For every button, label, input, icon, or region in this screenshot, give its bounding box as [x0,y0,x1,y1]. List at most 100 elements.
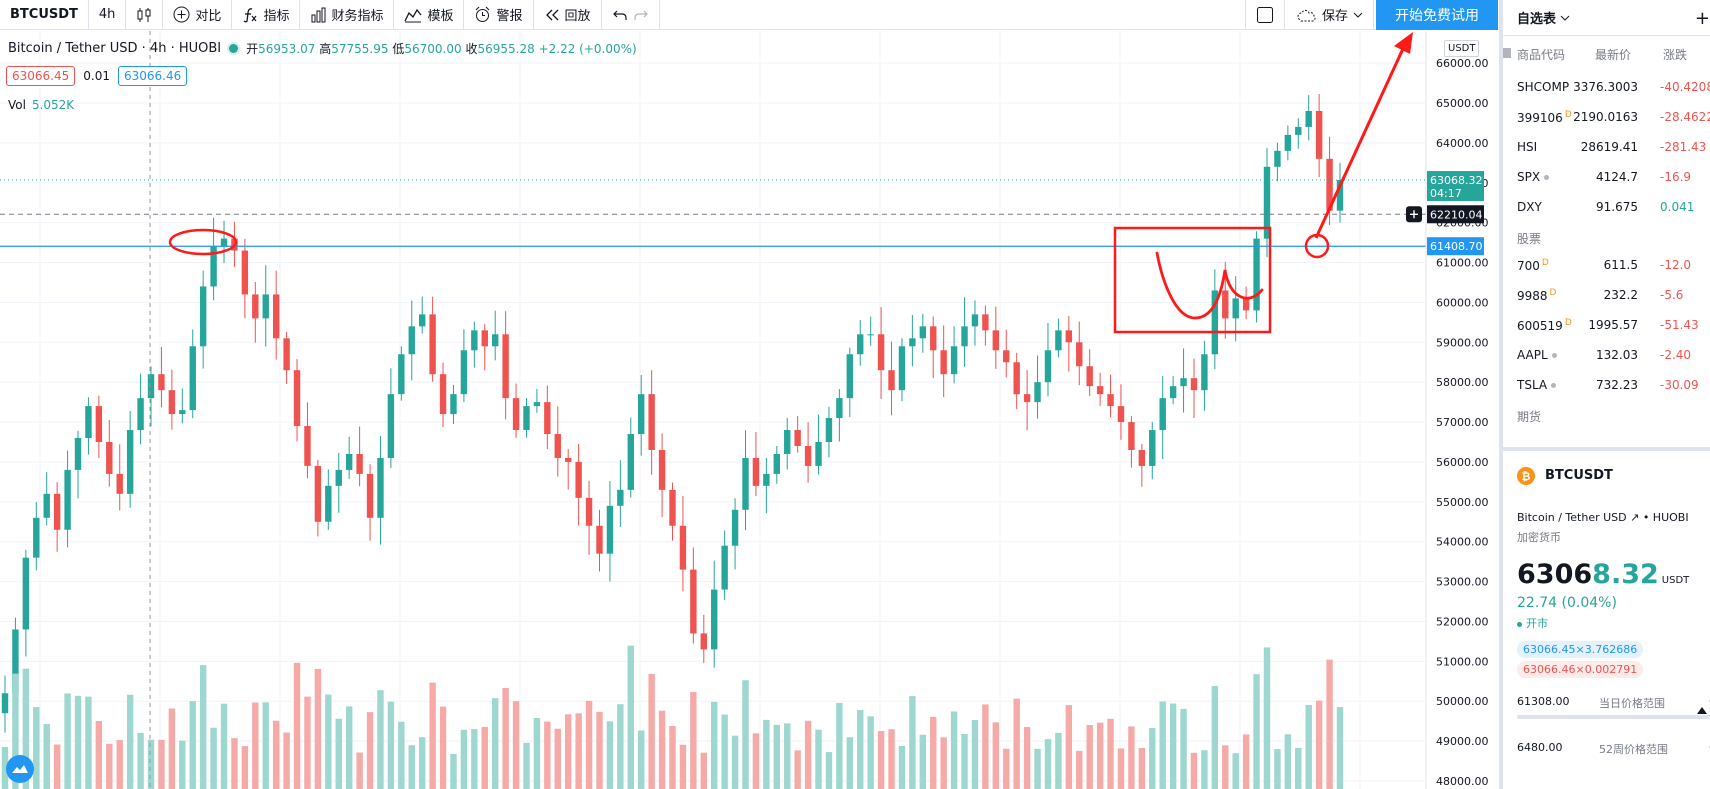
replay-label: 回放 [564,9,591,24]
row-price: 732.23 [1596,378,1638,392]
start-free-trial-button[interactable]: 开始免费试用 [1376,0,1498,30]
year-range-label: 52周价格范围 [1599,743,1668,756]
sell-price-box[interactable]: 63066.45 [6,66,76,86]
bid-ask-boxes: 63066.45 0.01 63066.46 [6,66,188,86]
alert-button[interactable]: 警报 [464,0,534,30]
watchlist-row[interactable]: DXY 91.675 0.041 [1503,192,1710,222]
candle-body [731,509,739,546]
candle-body [1149,430,1156,466]
redo-icon[interactable] [633,8,649,22]
candle-body [690,569,697,634]
ask-size-pill: 63066.46×0.002791 [1517,661,1644,678]
crosshair-price-text: 62210.04 [1430,208,1483,221]
volume-bar [1201,750,1208,789]
bull-candle [126,410,134,508]
candle-body [1222,290,1229,319]
candle-body [1034,382,1041,403]
watchlist-row[interactable]: AAPL 132.03 -2.40 [1503,340,1710,370]
row-change: -16.9 [1660,170,1692,184]
square-layout-icon [1256,6,1273,23]
financials-button[interactable]: 财务指标 [300,0,395,30]
bull-candle [43,472,50,526]
volume-bar [168,708,176,789]
candle-body [95,406,103,442]
bull-candle [773,445,780,484]
templates-button[interactable]: 模板 [394,0,465,30]
bear-candle [877,307,885,399]
bull-candle [1201,340,1208,411]
watchlist-row[interactable]: 9988 D 232.2 -5.6 [1503,280,1710,310]
delayed-badge: D [1541,258,1549,268]
bull-candle [919,313,927,353]
bull-candle [533,388,541,413]
column-last[interactable]: 最新价 [1595,48,1632,62]
currency-badge[interactable]: USDT [1444,40,1480,57]
watchlist-row[interactable]: SPX 4124.7 -16.9 [1503,162,1710,192]
bull-candle [1336,162,1344,223]
candle-body [512,398,520,431]
candle-body [220,238,228,247]
row-change: 0.041 [1660,200,1695,214]
bull-candle [825,406,833,458]
candle-body [1211,290,1219,355]
volume-bar [1190,752,1198,789]
watchlist-row[interactable]: TSLA 732.23 -30.09 [1503,370,1710,400]
column-symbol[interactable]: 商品代码 [1517,48,1566,62]
row-change: -281.43 [1660,140,1707,154]
futures-section-header: 期货 [1503,400,1710,428]
volume-bar [95,720,103,789]
volume-bar [408,745,415,789]
volume-bar [450,753,457,789]
candle-body [74,438,82,470]
volume-bar [658,710,666,789]
volume-bar [1055,732,1062,789]
compare-button[interactable]: 对比 [163,0,233,30]
column-resize-handle[interactable] [1503,48,1511,58]
undo-icon[interactable] [612,8,628,22]
details-symbol[interactable]: BTCUSDT [1545,468,1613,483]
indicators-button[interactable]: 指标 [232,0,301,30]
interval-button[interactable]: 4h [89,0,127,30]
bear-candle [752,432,760,497]
volume-bar [700,752,707,789]
details-name[interactable]: Bitcoin / Tether USD ↗ • HUOBI [1517,511,1689,524]
candle-body [992,330,1000,351]
bear-candle [1128,416,1135,468]
bull-candle [418,296,426,334]
volume-bar [1295,747,1302,789]
watchlist-stocks: 700 D 611.5 -12.0 9988 D 232.2 -5.6 600519 D 1995.… [1503,250,1710,400]
watchlist-column-headers: 商品代码 最新价 涨跌 [1503,36,1710,72]
add-symbol-icon[interactable]: + [1694,8,1710,29]
watchlist-row[interactable]: 600519 D 1995.57 -51.43 [1503,310,1710,340]
layout-button[interactable] [1244,0,1285,30]
volume-bar [575,713,582,789]
volume-bar [1117,748,1125,789]
tradingview-logo[interactable] [6,755,34,783]
candle-body [1190,378,1198,391]
bull-candle [345,436,353,479]
bull-candle [731,498,739,570]
watchlist-row[interactable]: 399106 D 2190.0163 -28.4622 [1503,102,1710,132]
add-alert-plus-icon[interactable] [1406,206,1422,223]
candle-body [481,330,488,347]
chart-canvas[interactable]: 65000.0064000.0063000.0062000.0061000.00… [0,31,1496,789]
symbol-search-button[interactable]: BTCUSDT [0,0,89,30]
volume-legend: Vol 5.052K [8,98,74,112]
bull-candle [460,329,468,403]
watchlist-header[interactable]: 自选表 + [1503,0,1710,36]
candle-body [502,334,509,399]
buy-price-box[interactable]: 63066.46 [117,66,188,86]
watchlist-row[interactable]: SHCOMP 3376.3003 -40.4208 [1503,72,1710,102]
candle-body [491,334,499,347]
replay-button[interactable]: 回放 [534,0,602,30]
bull-candle [398,346,405,401]
volume-bar [199,665,207,789]
save-button[interactable]: 保存 [1285,0,1374,30]
watchlist-row[interactable]: HSI 28619.41 -281.43 [1503,132,1710,162]
watchlist-row[interactable]: 700 D 611.5 -12.0 [1503,250,1710,280]
templates-label: 模板 [427,9,454,24]
column-change[interactable]: 涨跌 [1663,48,1688,62]
chart-type-button[interactable] [126,0,164,30]
chevron-down-icon [1560,15,1570,21]
